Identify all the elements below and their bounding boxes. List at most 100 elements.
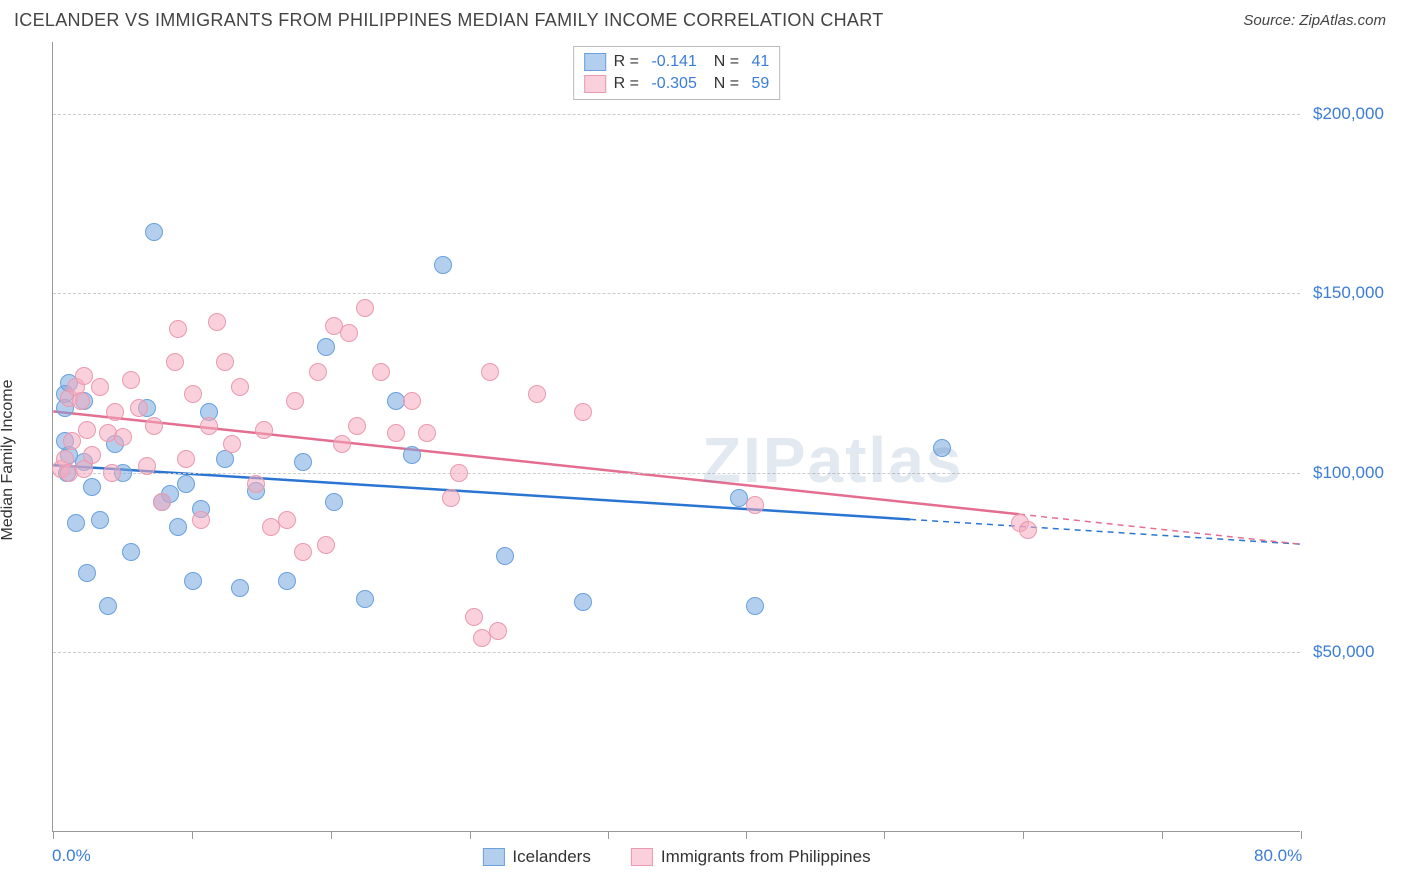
source-value: ZipAtlas.com <box>1299 12 1386 29</box>
scatter-point <box>1019 521 1037 539</box>
gridline <box>53 473 1300 474</box>
scatter-point <box>91 511 109 529</box>
source-label: Source: <box>1243 12 1299 29</box>
scatter-point <box>450 464 468 482</box>
scatter-point <box>67 514 85 532</box>
scatter-point <box>122 543 140 561</box>
scatter-point <box>356 590 374 608</box>
scatter-point <box>309 363 327 381</box>
legend-label-0: Icelanders <box>512 847 590 867</box>
scatter-point <box>278 572 296 590</box>
plot-region: R = -0.141 N = 41 R = -0.305 N = 59 ZIPa… <box>52 42 1300 832</box>
scatter-point <box>169 518 187 536</box>
scatter-point <box>145 223 163 241</box>
scatter-point <box>317 338 335 356</box>
legend-stats-row: R = -0.141 N = 41 <box>584 51 770 73</box>
scatter-point <box>340 324 358 342</box>
scatter-point <box>403 392 421 410</box>
legend-item-1: Immigrants from Philippines <box>631 847 871 867</box>
scatter-point <box>574 593 592 611</box>
scatter-point <box>356 299 374 317</box>
scatter-point <box>78 564 96 582</box>
scatter-point <box>528 385 546 403</box>
y-tick-label: $200,000 <box>1313 104 1384 124</box>
scatter-point <box>223 435 241 453</box>
scatter-point <box>317 536 335 554</box>
scatter-point <box>208 313 226 331</box>
legend-item-0: Icelanders <box>482 847 590 867</box>
scatter-point <box>216 353 234 371</box>
scatter-point <box>72 392 90 410</box>
scatter-point <box>418 424 436 442</box>
scatter-point <box>169 320 187 338</box>
scatter-point <box>372 363 390 381</box>
legend-swatch-icon <box>482 848 504 866</box>
scatter-point <box>177 475 195 493</box>
x-tick <box>53 831 54 839</box>
scatter-point <box>63 432 81 450</box>
scatter-point <box>746 496 764 514</box>
legend-series: Icelanders Immigrants from Philippines <box>482 847 870 867</box>
scatter-point <box>184 572 202 590</box>
y-tick-label: $150,000 <box>1313 283 1384 303</box>
scatter-point <box>574 403 592 421</box>
scatter-point <box>91 378 109 396</box>
chart-title: ICELANDER VS IMMIGRANTS FROM PHILIPPINES… <box>14 10 884 31</box>
scatter-point <box>231 378 249 396</box>
scatter-point <box>496 547 514 565</box>
scatter-point <box>481 363 499 381</box>
scatter-point <box>200 417 218 435</box>
gridline <box>53 293 1300 294</box>
scatter-point <box>103 464 121 482</box>
scatter-point <box>489 622 507 640</box>
x-axis-min-label: 0.0% <box>52 846 91 866</box>
stat-n-label: N = <box>705 75 744 93</box>
scatter-point <box>231 579 249 597</box>
scatter-point <box>177 450 195 468</box>
stat-r-label: R = <box>614 75 644 93</box>
scatter-point <box>294 543 312 561</box>
scatter-point <box>278 511 296 529</box>
scatter-point <box>465 608 483 626</box>
x-tick <box>1023 831 1024 839</box>
stat-n-label: N = <box>705 53 744 71</box>
source-attribution: Source: ZipAtlas.com <box>1243 12 1386 29</box>
gridline <box>53 114 1300 115</box>
scatter-point <box>138 457 156 475</box>
stat-r-value-1: -0.305 <box>651 75 696 93</box>
scatter-point <box>333 435 351 453</box>
scatter-point <box>192 511 210 529</box>
scatter-point <box>286 392 304 410</box>
scatter-point <box>166 353 184 371</box>
x-tick <box>331 831 332 839</box>
legend-stats: R = -0.141 N = 41 R = -0.305 N = 59 <box>573 46 781 100</box>
scatter-point <box>114 428 132 446</box>
gridline <box>53 652 1300 653</box>
scatter-point <box>130 399 148 417</box>
trendlines <box>53 42 1300 831</box>
x-tick <box>746 831 747 839</box>
scatter-point <box>442 489 460 507</box>
scatter-point <box>106 403 124 421</box>
scatter-point <box>294 453 312 471</box>
scatter-point <box>83 478 101 496</box>
scatter-point <box>83 446 101 464</box>
y-axis-label: Median Family Income <box>0 380 17 541</box>
chart-area: Median Family Income R = -0.141 N = 41 R… <box>14 42 1392 878</box>
legend-label-1: Immigrants from Philippines <box>661 847 871 867</box>
legend-stats-row: R = -0.305 N = 59 <box>584 73 770 95</box>
scatter-point <box>933 439 951 457</box>
scatter-point <box>403 446 421 464</box>
stat-n-value-0: 41 <box>752 53 770 71</box>
x-tick <box>1162 831 1163 839</box>
scatter-point <box>348 417 366 435</box>
y-tick-label: $100,000 <box>1313 463 1384 483</box>
scatter-point <box>387 424 405 442</box>
legend-swatch-series-1 <box>584 75 606 93</box>
stat-r-value-0: -0.141 <box>651 53 696 71</box>
scatter-point <box>145 417 163 435</box>
scatter-point <box>153 493 171 511</box>
x-tick <box>608 831 609 839</box>
stat-n-value-1: 59 <box>752 75 770 93</box>
x-tick <box>192 831 193 839</box>
